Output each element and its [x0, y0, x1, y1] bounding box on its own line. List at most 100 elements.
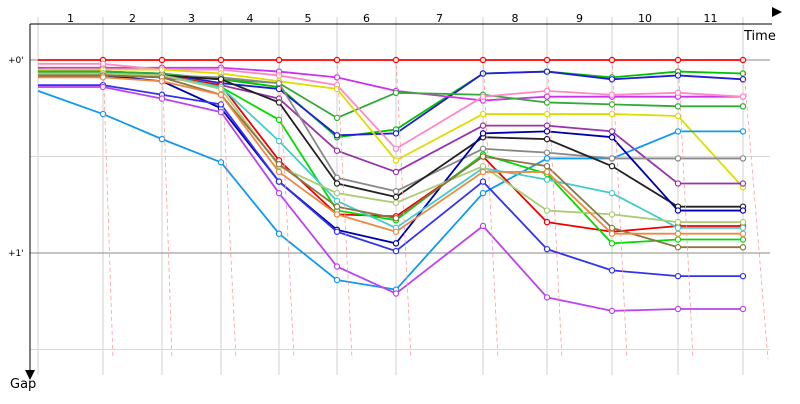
- series-7-point-8: [543, 122, 551, 129]
- series-2-point-6: [392, 130, 400, 137]
- ref-dash-0: [102, 57, 114, 360]
- series-7-point-10: [674, 180, 682, 187]
- series-17-point-1: [99, 74, 107, 81]
- series-5-point-7: [479, 93, 487, 100]
- x-tick-label-3: 3: [188, 12, 195, 25]
- series-11-point-10: [674, 207, 682, 214]
- series-17-point-4: [275, 168, 283, 176]
- series-17-point-2: [158, 78, 166, 85]
- series-18-point-6: [392, 247, 400, 255]
- axis-layer: 1 2 3 4 5 6 7 8 9 10 11 +0' +1': [8, 7, 782, 380]
- x-tick-label-5: 5: [305, 12, 312, 25]
- series-10-point-6: [392, 193, 400, 201]
- series-16-point-10: [674, 244, 682, 251]
- series-17-point-6: [392, 228, 400, 235]
- ref-dash-6: [482, 57, 499, 360]
- series-8-point-4: [275, 230, 283, 237]
- series-11-point-6: [392, 240, 400, 247]
- series-18-point-3: [217, 101, 225, 108]
- series-11-point-7: [479, 130, 487, 137]
- series-5-point-10: [674, 89, 682, 97]
- series-2-point-9: [608, 76, 616, 83]
- series-3-point-5: [333, 74, 341, 81]
- series-16-point-6: [392, 215, 400, 222]
- series-15-point-9: [608, 211, 616, 218]
- series-2-point-5: [333, 132, 341, 139]
- series-16-point-4: [275, 161, 283, 168]
- series-16-point-7: [479, 153, 487, 160]
- series-7-point-6: [392, 168, 400, 176]
- series-7-point-5: [333, 147, 341, 154]
- series-7-point-7: [479, 122, 487, 129]
- x-tick-label-9: 9: [576, 12, 583, 25]
- y-axis-title: Gap: [10, 377, 36, 392]
- x-tick-label-4: 4: [247, 12, 254, 25]
- series-19-point-9: [608, 307, 616, 315]
- series-18-point-11: [739, 272, 747, 280]
- ref-dash-3: [278, 57, 295, 360]
- series-15-point-7: [479, 162, 487, 170]
- series-19-point-10: [674, 305, 682, 313]
- series-19-point-6: [392, 290, 400, 297]
- series-14-point-5: [333, 197, 341, 205]
- series-2-point-10: [674, 72, 682, 79]
- series-2-point-11: [739, 76, 747, 83]
- series-15-point-6: [392, 199, 400, 207]
- series-17-point-8: [543, 168, 551, 176]
- series-14-point-8: [543, 176, 551, 183]
- series-14-point-4: [275, 137, 283, 145]
- series-10-point-8: [543, 135, 551, 143]
- series-5-point-11: [739, 93, 747, 100]
- series-7-point-11: [739, 180, 747, 187]
- series-13-point-11: [739, 236, 747, 243]
- series-5-point-6: [392, 145, 400, 152]
- series-10-point-9: [608, 162, 616, 170]
- series-16-point-9: [608, 224, 616, 232]
- x-tick-label-11: 11: [704, 12, 718, 25]
- ref-dash-2: [220, 57, 237, 360]
- x-tick-label-10: 10: [638, 12, 652, 25]
- series-line-16: [38, 74, 743, 249]
- series-line-6: [38, 68, 744, 188]
- series-13-point-4: [275, 116, 283, 124]
- series-6-point-9: [608, 110, 616, 118]
- series-11-point-11: [739, 207, 747, 214]
- series-19-point-8: [543, 294, 551, 301]
- x-tick-label-6: 6: [363, 12, 370, 25]
- series-17-point-5: [333, 211, 341, 218]
- series-17-point-9: [608, 230, 616, 237]
- series-17-point-7: [479, 168, 487, 176]
- series-8-point-8: [543, 155, 551, 162]
- series-line-4: [38, 70, 743, 119]
- series-5-point-4: [275, 72, 283, 79]
- series-16-point-11: [739, 244, 747, 251]
- series-line-19: [38, 86, 743, 312]
- series-9-point-4: [275, 79, 283, 87]
- series-16-point-8: [543, 162, 551, 170]
- series-4-point-9: [608, 101, 616, 108]
- series-6-point-7: [479, 110, 487, 118]
- series-8-point-3: [217, 159, 225, 166]
- series-10-point-3: [217, 76, 225, 83]
- series-line-17: [38, 76, 743, 235]
- series-18-point-5: [333, 228, 341, 235]
- series-8-point-5: [333, 276, 341, 284]
- label-layer: Time Gap: [10, 29, 776, 392]
- ref-dash-7: [546, 57, 563, 360]
- series-9-point-9: [608, 155, 616, 162]
- series-4-point-6: [392, 89, 400, 97]
- series-18-point-8: [543, 245, 551, 253]
- series-11-point-9: [608, 133, 616, 141]
- series-12-point-8: [543, 218, 551, 226]
- series-15-point-11: [739, 218, 747, 226]
- series-8-point-2: [158, 135, 166, 143]
- ref-dash-5: [395, 57, 412, 360]
- series-18-point-10: [674, 272, 682, 280]
- series-19-point-7: [479, 222, 487, 230]
- series-6-point-10: [674, 112, 682, 120]
- series-9-point-8: [543, 149, 551, 156]
- series-13-point-10: [674, 236, 682, 243]
- series-layer: [37, 56, 769, 360]
